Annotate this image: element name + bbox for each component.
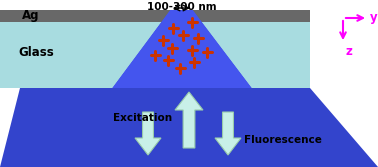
Polygon shape — [0, 10, 170, 22]
Polygon shape — [202, 22, 310, 88]
Text: 100-300 nm: 100-300 nm — [147, 2, 216, 12]
Polygon shape — [0, 10, 310, 22]
Polygon shape — [175, 92, 203, 148]
Polygon shape — [112, 10, 252, 88]
Text: Fluorescence: Fluorescence — [244, 135, 322, 145]
Polygon shape — [215, 112, 241, 155]
Text: y: y — [370, 12, 378, 25]
Text: Excitation: Excitation — [113, 113, 172, 123]
Polygon shape — [0, 22, 161, 88]
Polygon shape — [0, 22, 310, 88]
Polygon shape — [0, 88, 378, 167]
Polygon shape — [193, 10, 310, 22]
Text: Glass: Glass — [18, 45, 54, 58]
Text: z: z — [345, 45, 352, 58]
Text: Ag: Ag — [22, 10, 39, 23]
Polygon shape — [135, 112, 161, 155]
